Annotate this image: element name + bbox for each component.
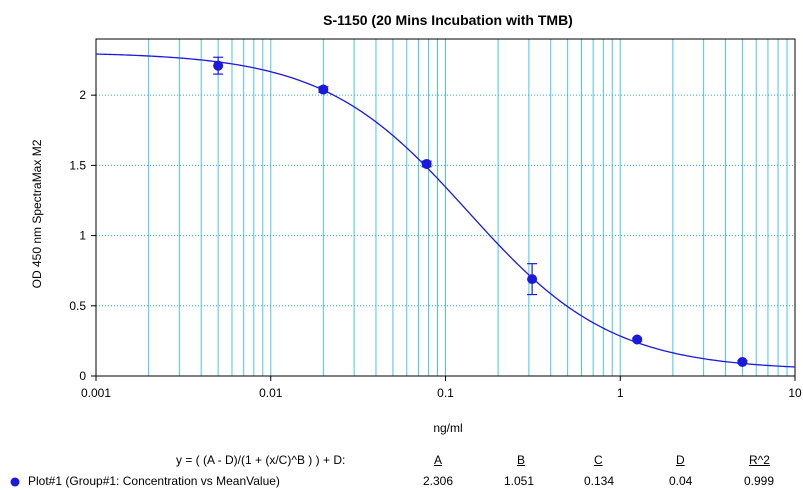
fit-header-C: C — [594, 453, 603, 467]
data-point — [213, 60, 224, 71]
legend-label: Plot#1 (Group#1: Concentration vs MeanVa… — [28, 474, 280, 488]
data-point — [527, 274, 538, 285]
x-tick-label: 0.01 — [259, 386, 283, 400]
fit-curve — [95, 53, 796, 368]
fit-value-R2: 0.999 — [744, 474, 775, 488]
fit-header-D: D — [676, 453, 685, 467]
legend-marker — [10, 477, 20, 487]
data-point — [737, 356, 748, 367]
fit-value-D: 0.04 — [669, 474, 693, 488]
x-axis-label: ng/ml — [433, 421, 462, 435]
y-axis-label: OD 450 nm SpectraMax M2 — [30, 139, 44, 288]
data-points — [213, 56, 748, 367]
y-tick-label: 2 — [79, 88, 86, 102]
fit-header-R2: R^2 — [749, 453, 770, 467]
fit-value-C: 0.134 — [584, 474, 615, 488]
fit-value-A: 2.306 — [423, 474, 454, 488]
y-tick-label: 0 — [79, 369, 86, 383]
data-point — [318, 84, 329, 95]
y-tick-label: 1.5 — [69, 158, 86, 172]
fit-header-B: B — [517, 453, 526, 467]
fit-value-B: 1.051 — [504, 474, 535, 488]
x-tick-label: 0.1 — [437, 386, 454, 400]
fit-header-A: A — [434, 453, 443, 467]
fit-equation: y = ( (A - D)/(1 + (x/C)^B ) ) + D: — [176, 453, 346, 467]
x-tick-label: 10 — [788, 386, 802, 400]
axes: 0.001 0.01 0.1 1 10 0 0.5 1 1.5 2 — [69, 88, 802, 400]
x-tick-label: 1 — [617, 386, 624, 400]
x-tick-label: 0.001 — [81, 386, 111, 400]
data-point — [421, 158, 432, 169]
y-tick-label: 1 — [79, 229, 86, 243]
chart-title: S-1150 (20 Mins Incubation with TMB) — [323, 12, 573, 28]
data-point — [632, 334, 643, 345]
grid — [96, 39, 795, 376]
y-tick-label: 0.5 — [69, 299, 86, 313]
